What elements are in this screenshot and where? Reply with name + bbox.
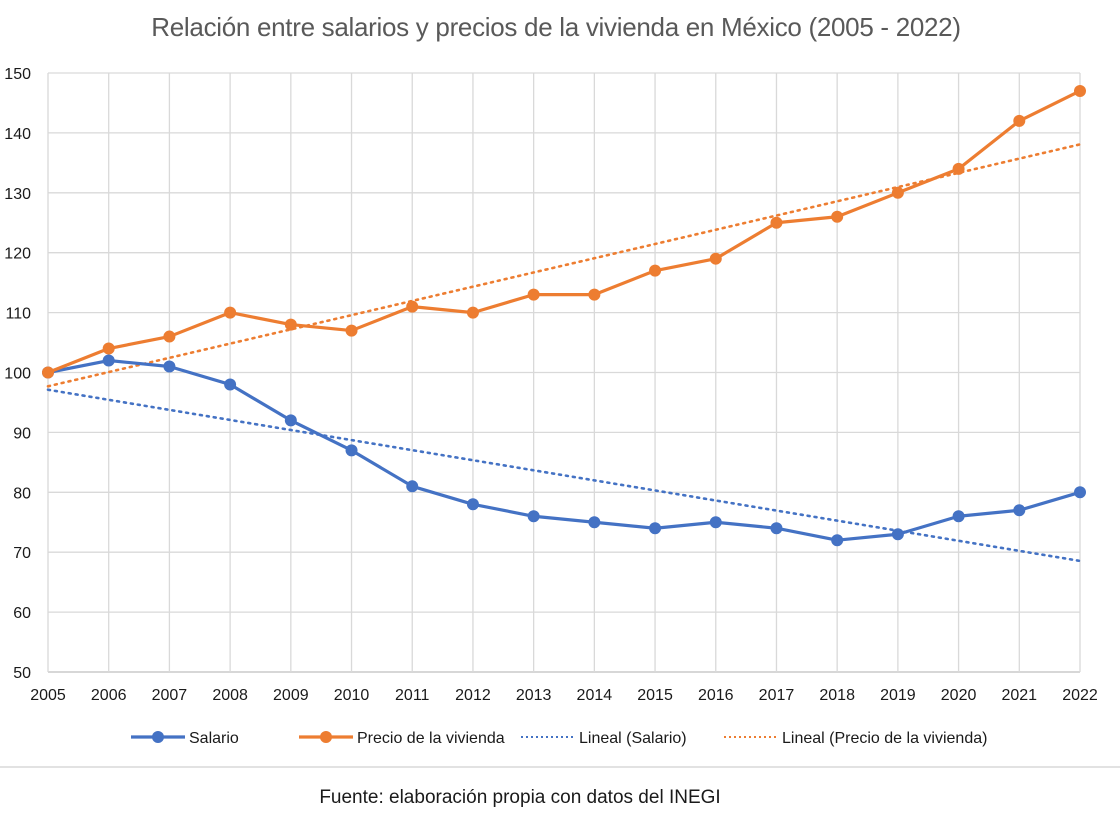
- data-point-precio-de-la-vivienda: [466, 306, 479, 319]
- legend-item: Salario: [131, 730, 239, 747]
- y-tick-label: 60: [13, 605, 31, 622]
- legend-label: Salario: [189, 730, 239, 747]
- x-tick-label: 2014: [577, 687, 613, 704]
- data-point-precio-de-la-vivienda: [1074, 84, 1086, 97]
- data-point-precio-de-la-vivienda: [527, 288, 540, 301]
- source-note: Fuente: elaboración propia con datos del…: [319, 787, 721, 808]
- x-tick-label: 2009: [273, 687, 309, 704]
- data-point-precio-de-la-vivienda: [102, 342, 115, 355]
- data-point-salario: [102, 354, 115, 367]
- data-point-precio-de-la-vivienda: [649, 264, 662, 277]
- data-point-precio-de-la-vivienda: [588, 288, 601, 301]
- x-tick-label: 2007: [152, 687, 188, 704]
- legend-item: Precio de la vivienda: [299, 730, 505, 747]
- data-point-salario: [527, 510, 540, 523]
- y-tick-label: 70: [13, 545, 31, 562]
- data-point-salario: [163, 360, 176, 373]
- trendline-precio-de-la-vivienda: [46, 143, 1082, 388]
- data-point-precio-de-la-vivienda: [770, 216, 783, 229]
- data-point-salario: [345, 444, 358, 457]
- y-tick-label: 80: [13, 485, 31, 502]
- series-lines: [42, 84, 1086, 547]
- x-tick-label: 2021: [1001, 687, 1037, 704]
- y-tick-label: 140: [4, 126, 31, 143]
- x-tick-label: 2006: [91, 687, 127, 704]
- data-point-salario: [588, 516, 601, 529]
- x-tick-label: 2012: [455, 687, 491, 704]
- legend-item: Lineal (Salario): [521, 730, 687, 747]
- data-point-salario: [1074, 486, 1086, 499]
- y-tick-label: 150: [4, 66, 31, 83]
- x-tick-label: 2019: [880, 687, 916, 704]
- x-tick-label: 2017: [759, 687, 795, 704]
- data-point-precio-de-la-vivienda: [345, 324, 358, 337]
- x-tick-label: 2011: [395, 687, 430, 704]
- y-tick-label: 130: [4, 186, 31, 203]
- data-point-salario: [406, 480, 419, 493]
- data-point-salario: [952, 510, 965, 523]
- x-tick-label: 2005: [30, 687, 66, 704]
- legend-marker-icon: [320, 731, 332, 743]
- data-point-salario: [1013, 504, 1026, 517]
- y-tick-label: 90: [13, 425, 31, 442]
- x-tick-label: 2016: [698, 687, 734, 704]
- y-tick-label: 50: [13, 665, 31, 682]
- data-point-salario: [770, 522, 783, 535]
- data-point-salario: [709, 516, 722, 529]
- data-point-precio-de-la-vivienda: [709, 252, 722, 265]
- data-point-precio-de-la-vivienda: [831, 210, 844, 223]
- series-line-salario: [47, 358, 1081, 542]
- data-point-precio-de-la-vivienda: [406, 300, 419, 313]
- x-tick-label: 2010: [334, 687, 370, 704]
- data-point-salario: [466, 498, 479, 511]
- y-tick-label: 110: [5, 306, 31, 323]
- data-point-salario: [284, 414, 297, 427]
- gridlines: [47, 72, 1081, 673]
- y-axis-ticks: 50 60 70 80 90 100 110 120 130 140 150: [4, 66, 31, 682]
- x-tick-label: 2022: [1062, 687, 1098, 704]
- data-point-precio-de-la-vivienda: [42, 366, 54, 379]
- data-point-salario: [831, 534, 844, 547]
- legend-item: Lineal (Precio de la vivienda): [724, 730, 987, 747]
- data-point-precio-de-la-vivienda: [284, 318, 297, 331]
- data-point-precio-de-la-vivienda: [1013, 114, 1026, 127]
- x-tick-label: 2013: [516, 687, 552, 704]
- y-tick-label: 100: [4, 366, 31, 383]
- data-point-salario: [224, 378, 237, 391]
- x-tick-label: 2018: [819, 687, 855, 704]
- legend-marker-icon: [152, 731, 164, 743]
- legend: Salario Precio de la vivienda Lineal (Sala…: [131, 730, 987, 747]
- trendlines: [46, 143, 1082, 563]
- series-line-precio-de-la-vivienda: [47, 89, 1081, 374]
- data-point-precio-de-la-vivienda: [224, 306, 237, 319]
- chart-title: Relación entre salarios y precios de la …: [151, 12, 961, 42]
- trendline-salario: [46, 388, 1082, 563]
- x-tick-label: 2020: [941, 687, 977, 704]
- legend-label: Lineal (Salario): [579, 730, 687, 747]
- x-axis-ticks: 2005 2006 2007 2008 2009 2010 2011 2012 2013 2014…: [30, 687, 1098, 704]
- legend-label: Precio de la vivienda: [357, 730, 505, 747]
- data-point-precio-de-la-vivienda: [891, 186, 904, 199]
- data-point-salario: [891, 528, 904, 541]
- x-tick-label: 2015: [637, 687, 673, 704]
- data-point-precio-de-la-vivienda: [163, 330, 176, 343]
- separator: [0, 766, 1120, 768]
- data-point-salario: [649, 522, 662, 535]
- x-tick-label: 2008: [212, 687, 248, 704]
- y-tick-label: 120: [4, 246, 31, 263]
- data-point-precio-de-la-vivienda: [952, 162, 965, 175]
- legend-label: Lineal (Precio de la vivienda): [782, 730, 987, 747]
